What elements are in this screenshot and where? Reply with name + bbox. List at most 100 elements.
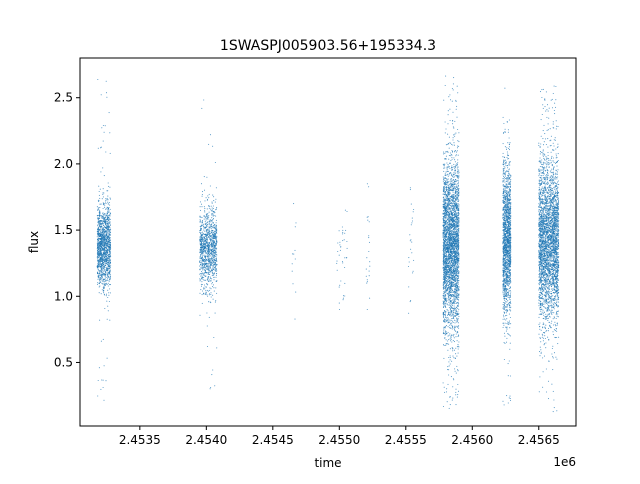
data-point <box>209 278 211 280</box>
data-point <box>200 252 203 254</box>
data-point <box>97 260 100 262</box>
data-point <box>442 180 444 182</box>
data-point <box>447 276 449 278</box>
data-point <box>215 274 217 276</box>
data-point <box>409 234 411 236</box>
data-point <box>454 192 456 194</box>
data-point <box>100 274 102 276</box>
data-point <box>96 206 98 208</box>
data-point <box>206 247 208 249</box>
data-point <box>106 253 108 255</box>
data-point <box>213 268 215 271</box>
data-point <box>207 253 209 255</box>
data-point <box>211 374 213 376</box>
data-point <box>205 292 207 294</box>
data-point <box>199 261 201 264</box>
data-point <box>203 268 205 271</box>
data-point <box>442 176 444 178</box>
data-point <box>452 209 454 211</box>
data-point <box>215 264 217 266</box>
data-point <box>212 226 214 228</box>
data-point <box>104 252 106 254</box>
data-point <box>96 258 99 260</box>
data-point <box>97 239 99 241</box>
data-point <box>102 251 105 253</box>
data-point <box>457 348 459 350</box>
data-point <box>210 228 212 230</box>
data-point <box>455 391 457 393</box>
data-point <box>212 234 214 236</box>
data-point <box>342 299 344 301</box>
data-point <box>215 209 217 211</box>
data-point <box>207 280 209 282</box>
data-point <box>199 231 201 233</box>
data-point <box>449 265 451 267</box>
data-point <box>104 255 106 257</box>
data-point <box>455 293 457 295</box>
data-point <box>98 263 100 266</box>
data-point <box>455 219 457 221</box>
data-point <box>341 226 343 228</box>
data-point <box>210 226 212 228</box>
data-point <box>450 315 452 317</box>
data-point <box>215 273 218 275</box>
data-point <box>200 203 203 205</box>
data-point <box>447 224 449 226</box>
data-point <box>102 262 104 264</box>
data-point <box>102 192 104 194</box>
data-point <box>294 226 296 228</box>
data-point <box>212 145 214 147</box>
data-point <box>453 142 455 144</box>
data-point <box>199 257 201 259</box>
data-point <box>451 310 453 312</box>
data-point <box>100 228 102 230</box>
data-point <box>448 166 451 168</box>
data-point <box>101 217 103 219</box>
data-point <box>107 185 110 187</box>
data-point <box>202 254 204 256</box>
data-point <box>206 265 208 267</box>
data-point <box>109 259 111 262</box>
data-point <box>452 134 455 136</box>
data-point <box>214 255 216 257</box>
data-point <box>206 229 208 231</box>
data-point <box>452 271 454 273</box>
data-point <box>203 238 205 241</box>
data-point <box>212 214 214 216</box>
data-point <box>97 225 99 227</box>
data-point <box>102 274 104 276</box>
data-point <box>449 289 451 291</box>
data-point <box>102 256 104 258</box>
data-point <box>105 270 107 272</box>
data-point <box>446 401 448 403</box>
data-point <box>205 248 207 250</box>
data-point <box>452 326 454 328</box>
data-point <box>444 200 446 202</box>
data-point <box>107 195 109 197</box>
data-point <box>448 356 450 359</box>
data-point <box>97 209 99 211</box>
data-point <box>336 260 338 262</box>
data-point <box>99 252 101 254</box>
data-point <box>105 198 107 200</box>
data-point <box>210 386 212 389</box>
data-point <box>443 151 445 153</box>
data-point <box>205 275 207 277</box>
data-point <box>100 255 102 257</box>
data-point <box>210 280 212 282</box>
data-point <box>213 276 215 279</box>
data-point <box>368 221 370 223</box>
data-point <box>106 217 108 219</box>
data-point <box>109 263 111 265</box>
data-point <box>455 289 457 291</box>
data-point <box>452 350 454 352</box>
data-point <box>99 241 101 243</box>
data-point <box>202 224 204 226</box>
data-point <box>100 223 102 225</box>
data-point <box>447 316 449 318</box>
data-point <box>107 296 109 299</box>
data-point <box>209 287 211 289</box>
data-point <box>212 294 214 296</box>
data-point <box>97 269 99 271</box>
data-point <box>410 248 412 250</box>
